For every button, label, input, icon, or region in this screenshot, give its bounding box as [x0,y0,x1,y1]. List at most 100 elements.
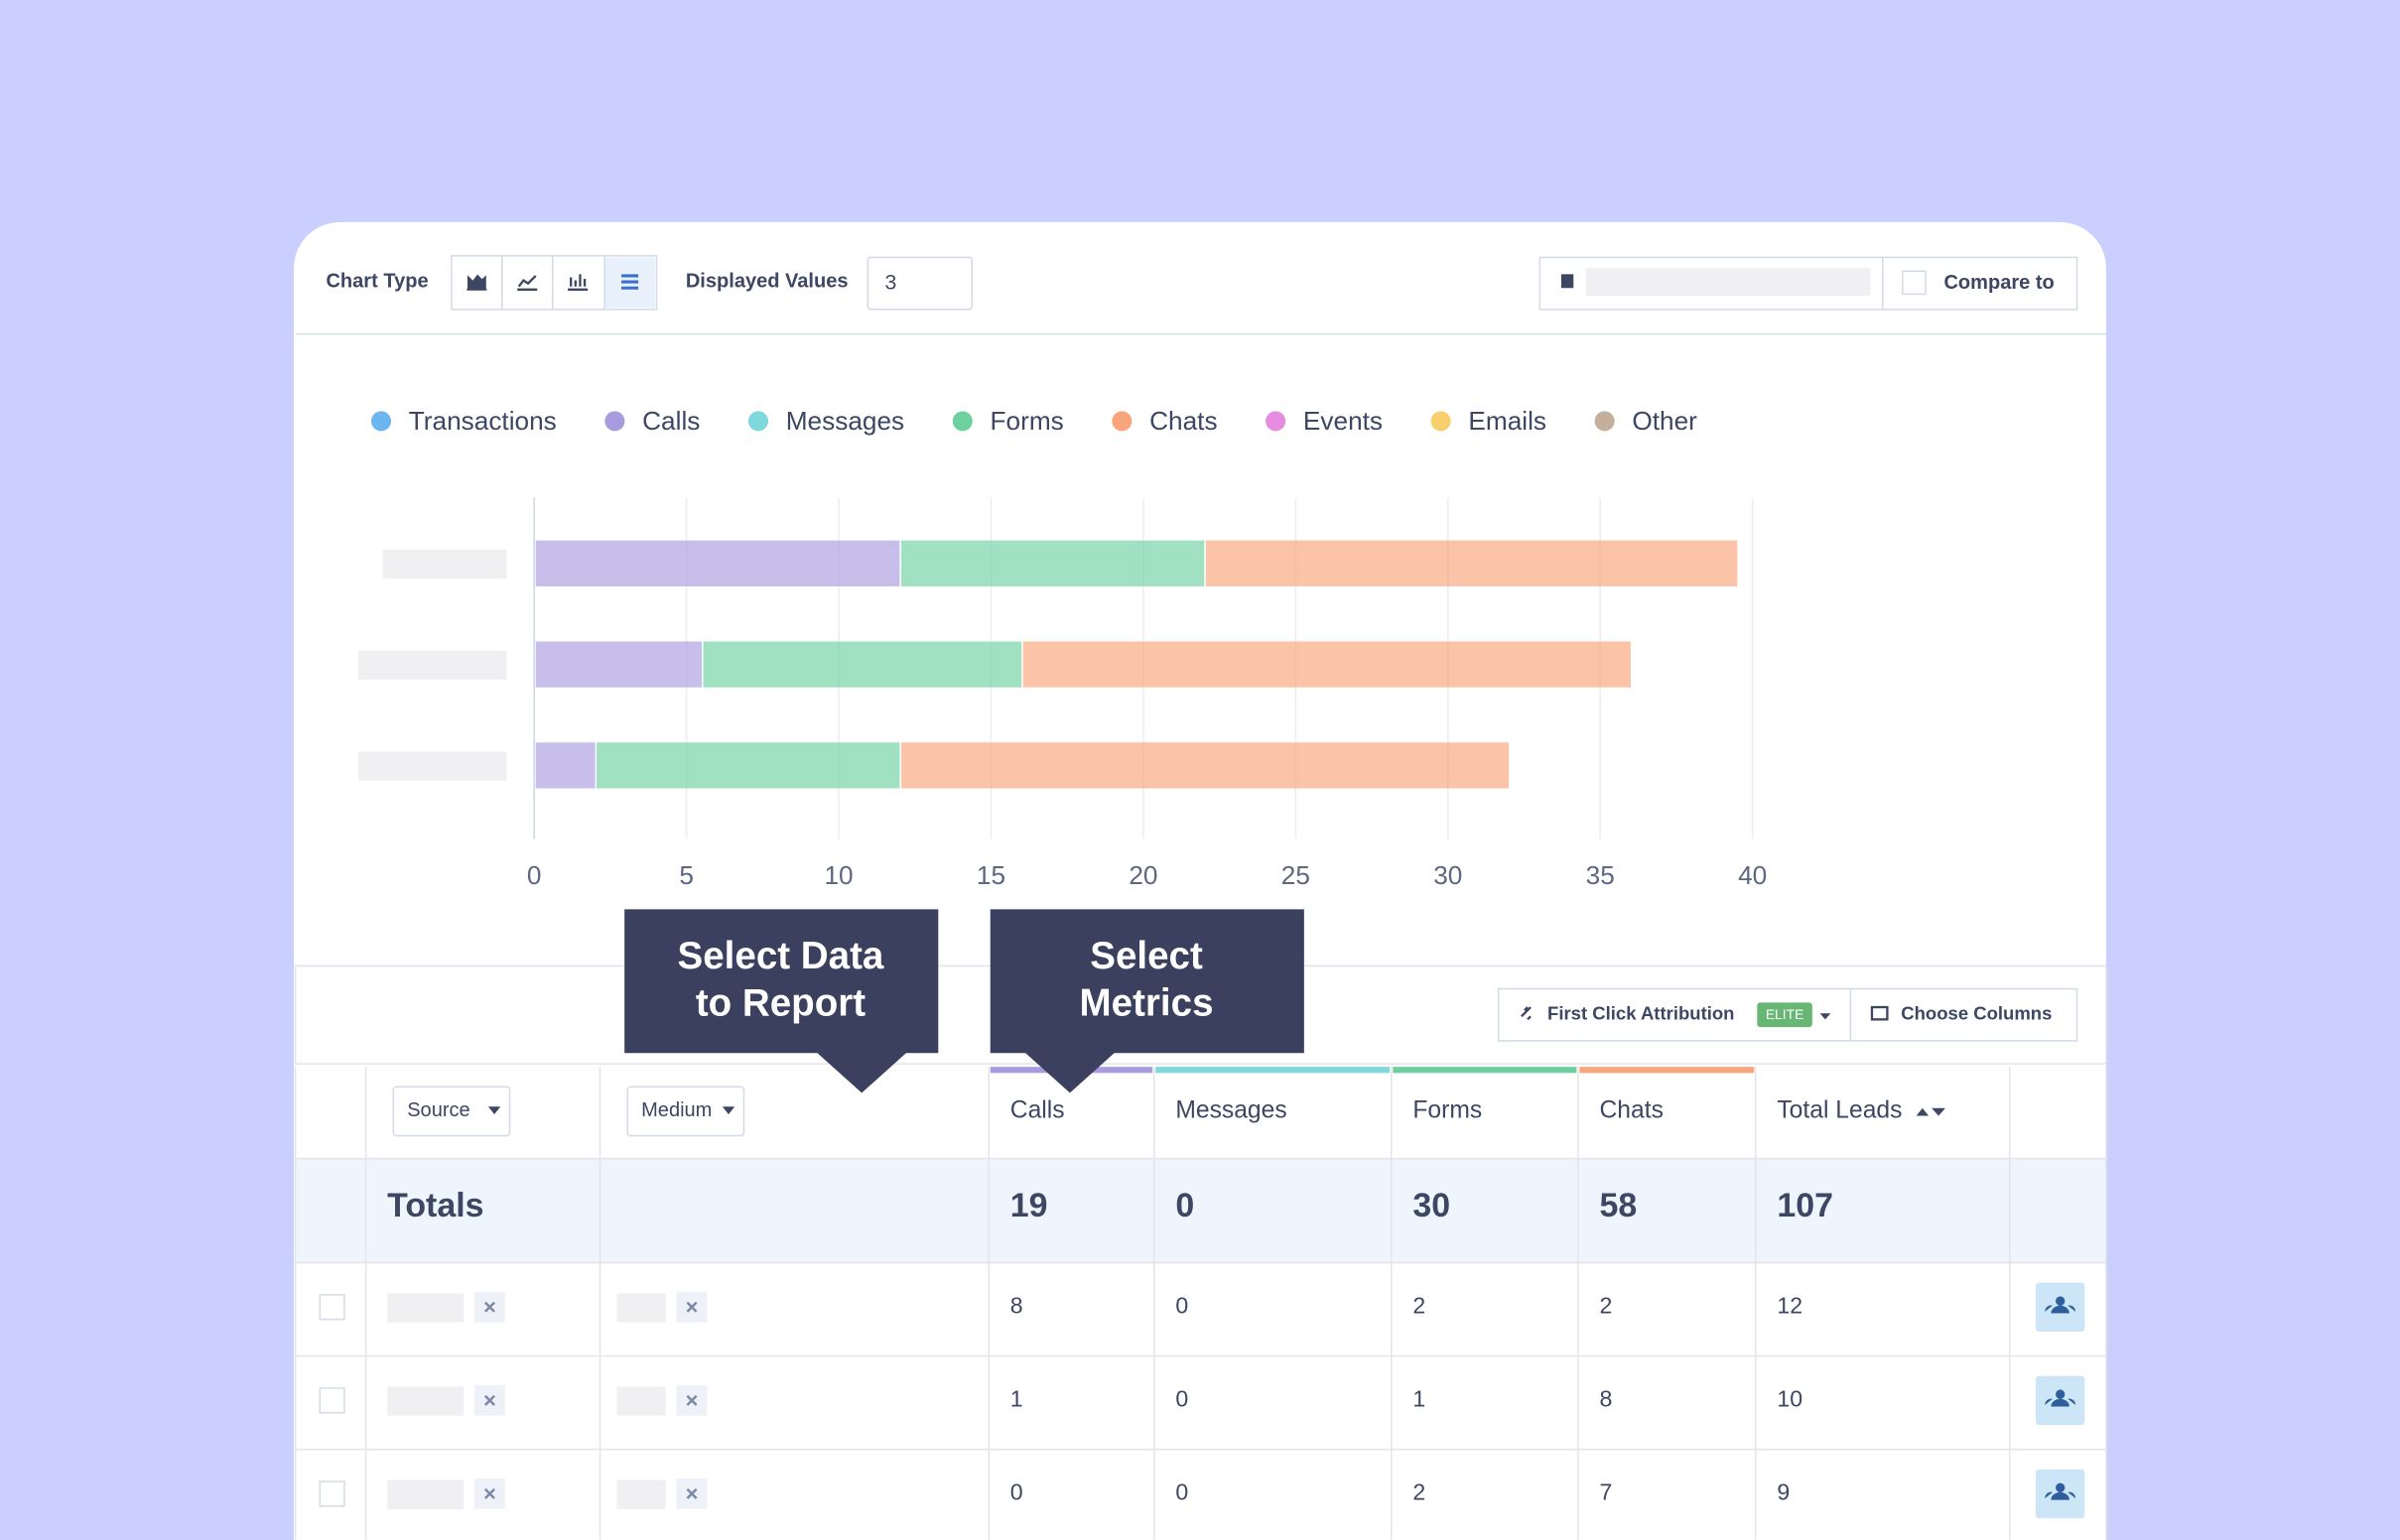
bar-segment [900,742,1510,789]
calendar-icon[interactable] [1560,274,1574,289]
chart-type-buttons[interactable] [451,255,658,311]
callout-text: to Report [696,982,866,1025]
total-value: 0 [1175,1187,1194,1224]
legend-label[interactable]: Calls [642,406,700,436]
cell-value: 10 [1777,1385,1802,1411]
total-value: 19 [1010,1187,1048,1224]
people-icon[interactable] [2045,1389,2076,1407]
header-row [295,1067,2106,1159]
remove-icon[interactable] [686,1394,698,1406]
link-icon[interactable] [1521,1006,1532,1021]
legend-label[interactable]: Other [1632,406,1697,436]
bar-segment [535,641,702,688]
chart: 0 5 10 15 20 25 30 35 40 Transactions Calls Message… [357,406,1767,890]
data-row [295,1355,2106,1450]
cell-value: 0 [1175,1292,1188,1318]
dropdown-caret[interactable] [1819,1013,1831,1020]
column-icon[interactable] [568,274,589,291]
callout-text: Select Data [678,935,884,977]
x-tick-label: 10 [824,860,853,890]
people-icon[interactable] [2045,1296,2076,1314]
compare-label[interactable]: Compare to [1943,272,2054,294]
column-color-bar [1393,1067,1577,1074]
bar-segment [535,540,900,586]
legend-label[interactable]: Events [1303,406,1383,436]
remove-icon[interactable] [686,1301,698,1313]
cell-value: 9 [1777,1479,1790,1505]
cell-placeholder [616,1293,666,1323]
x-tick-label: 5 [679,860,694,890]
legend-marker [604,411,625,432]
cell-value: 2 [1599,1292,1612,1318]
displayed-values-input[interactable] [867,256,973,311]
cell-value: 12 [1777,1292,1802,1318]
date-placeholder [1585,268,1871,296]
filter-dropdown[interactable] [392,1086,511,1137]
cell-placeholder [616,1386,666,1416]
remove-icon[interactable] [483,1394,495,1406]
legend-label[interactable]: Chats [1149,406,1217,436]
elite-badge [1757,1002,1812,1028]
totals-label: Totals [387,1187,483,1224]
column-header[interactable]: Forms [1412,1096,1482,1123]
dropdown-caret[interactable] [487,1106,501,1114]
cell-placeholder [387,1386,465,1416]
x-tick-label: 20 [1129,860,1157,890]
totals-row [295,1158,2106,1263]
column-header[interactable]: Calls [1010,1096,1065,1123]
callouts: Select Data to Report Select Metrics [624,909,1304,1093]
cell-value: 0 [1010,1479,1023,1505]
choose-columns-button[interactable]: Choose Columns [1901,1003,2052,1024]
people-icon[interactable] [2045,1482,2076,1500]
legend-label[interactable]: Messages [786,406,904,436]
cell-placeholder [616,1479,666,1509]
column-header[interactable]: Total Leads [1777,1096,1902,1123]
remove-icon[interactable] [686,1487,698,1499]
legend-label[interactable]: Transactions [409,406,557,436]
x-tick-label: 25 [1281,860,1310,890]
cell-placeholder [387,1293,465,1323]
filter-label[interactable]: Medium [641,1099,712,1121]
legend-marker [1430,411,1451,432]
sort-icon[interactable] [1916,1107,1945,1116]
compare-checkbox[interactable] [1902,270,1927,296]
filter-dropdown[interactable] [626,1086,745,1137]
callout-text: Select [1090,935,1203,977]
attribution-button[interactable]: First Click Attribution [1547,1003,1734,1024]
x-tick-label: 35 [1586,860,1615,890]
bar-segment [1022,641,1631,688]
legend-marker [952,411,973,432]
area-icon[interactable] [467,274,487,291]
remove-icon[interactable] [483,1301,495,1313]
column-header[interactable]: Chats [1599,1096,1663,1123]
legend-marker [370,411,392,432]
legend-marker [1594,411,1615,432]
category-placeholder [357,751,507,781]
legend-marker [1266,411,1286,432]
line-icon[interactable] [517,275,538,291]
category-placeholder [357,650,507,681]
row-checkbox[interactable] [319,1480,345,1507]
displayed-values-label: Displayed Values [686,270,849,292]
row-checkbox[interactable] [319,1387,345,1414]
bar-segment [597,742,900,789]
column-header[interactable]: Messages [1175,1096,1286,1123]
legend-marker [747,411,768,432]
bar-icon[interactable] [621,274,639,290]
chart-type-label: Chart Type [326,270,428,292]
remove-icon[interactable] [483,1487,495,1499]
total-value: 30 [1412,1187,1450,1224]
columns-icon[interactable] [1870,1005,1889,1021]
bar-segment [535,742,596,789]
table: Source Medium Calls Messages Forms Chats Total… [294,1067,2107,1540]
displayed-values[interactable]: 3 [884,269,896,294]
row-checkbox[interactable] [319,1294,345,1321]
cell-value: 1 [1412,1385,1425,1411]
filter-label[interactable]: Source [407,1099,469,1121]
cell-value: 0 [1175,1479,1188,1505]
legend-label[interactable]: Forms [991,406,1064,436]
cell-value: 0 [1175,1385,1188,1411]
dropdown-caret[interactable] [722,1106,735,1114]
callout-box [624,909,939,1093]
legend-label[interactable]: Emails [1468,406,1546,436]
